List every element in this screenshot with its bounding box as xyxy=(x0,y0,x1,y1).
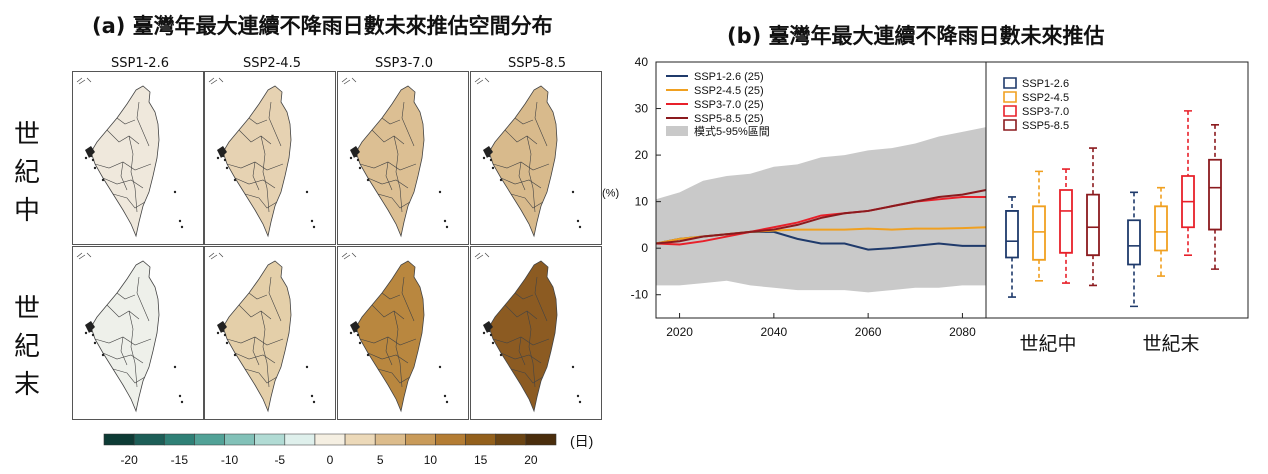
legend-label: SSP3-7.0 (25) xyxy=(694,99,764,111)
box-whisker xyxy=(1086,147,1100,287)
row-label-mid-century: 世紀中 xyxy=(12,116,42,230)
box-whisker xyxy=(1208,124,1222,270)
row-label-char: 末 xyxy=(13,370,40,400)
row-label-char: 中 xyxy=(13,196,40,226)
box-whisker xyxy=(1032,170,1046,282)
x-tick-label: 2080 xyxy=(949,325,976,339)
colorbar-segment xyxy=(525,433,557,446)
taiwan-map xyxy=(337,246,469,420)
taiwan-map xyxy=(72,71,204,245)
column-label-ssp126: SSP1-2.6 xyxy=(111,56,169,71)
colorbar-tick-label: 5 xyxy=(377,453,384,467)
taiwan-map-graphic xyxy=(208,77,316,238)
box-legend-swatch xyxy=(1003,119,1017,131)
taiwan-map-graphic xyxy=(341,252,449,413)
colorbar-tick-label: 10 xyxy=(424,453,438,467)
colorbar-tick-label: 15 xyxy=(474,453,488,467)
x-tick-label: 2040 xyxy=(761,325,788,339)
column-label-ssp585: SSP5-8.5 xyxy=(508,56,566,71)
colorbar-tick-label: 20 xyxy=(524,453,538,467)
box-whisker xyxy=(1154,186,1168,277)
colorbar-segment xyxy=(133,433,165,446)
box-legend-label: SSP5-8.5 xyxy=(1022,120,1069,132)
taiwan-map xyxy=(470,71,602,245)
category-label: 世紀末 xyxy=(1142,333,1199,355)
row-label-char: 世 xyxy=(13,294,40,324)
legend-label: SSP1-2.6 (25) xyxy=(694,71,764,83)
colorbar-tick-label: -20 xyxy=(120,453,138,467)
box-chart: SSP1-2.6 SSP2-4.5 SSP3-7.0 SSP5-8.5 世紀中 世紀末 xyxy=(986,61,1249,355)
colorbar-tick-label: -5 xyxy=(274,453,285,467)
row-label-char: 紀 xyxy=(13,158,40,188)
taiwan-map xyxy=(204,246,336,420)
panel-a: SSP1-2.6 SSP2-4.5 SSP3-7.0 SSP5-8.5 世紀中 … xyxy=(0,0,620,474)
taiwan-map xyxy=(337,71,469,245)
colorbar-tick-label: -15 xyxy=(171,453,189,467)
box-legend-label: SSP2-4.5 xyxy=(1022,92,1069,104)
legend-label: SSP5-8.5 (25) xyxy=(694,113,764,125)
box-whisker xyxy=(1181,110,1195,256)
taiwan-map-graphic xyxy=(341,77,449,238)
colorbar-segment xyxy=(405,433,436,446)
colorbar-segment xyxy=(224,433,255,446)
colorbar-segment xyxy=(435,433,466,446)
colorbar-unit: (日) xyxy=(570,433,593,449)
column-label-ssp370: SSP3-7.0 xyxy=(375,56,433,71)
colorbar-segment xyxy=(344,433,376,446)
category-label: 世紀中 xyxy=(1019,333,1076,355)
column-label-ssp245: SSP2-4.5 xyxy=(243,56,301,71)
taiwan-map-graphic xyxy=(76,77,184,238)
box-legend-label: SSP3-7.0 xyxy=(1022,106,1069,118)
colorbar-tick-label: -10 xyxy=(221,453,239,467)
taiwan-map-graphic xyxy=(208,252,316,413)
taiwan-map xyxy=(72,246,204,420)
colorbar: -20 -15 -10 -5 0 5 10 15 20 (日) xyxy=(103,433,593,467)
y-axis-label: (%) xyxy=(602,187,619,199)
series-line xyxy=(655,195,986,246)
box-legend-label: SSP1-2.6 xyxy=(1022,78,1069,90)
colorbar-segment xyxy=(314,433,346,446)
box-plot-frame xyxy=(986,61,1249,319)
box-legend-swatch xyxy=(1003,77,1017,89)
colorbar-tick-label: 0 xyxy=(327,453,334,467)
taiwan-map-graphic xyxy=(76,252,184,413)
colorbar-segment xyxy=(194,433,225,446)
band-5-95 xyxy=(656,127,986,293)
legend-label-band: 模式5-95%區間 xyxy=(694,125,770,138)
colorbar-segment xyxy=(254,433,286,446)
box-legend-swatch xyxy=(1003,105,1017,117)
taiwan-map-graphic xyxy=(474,252,582,413)
box-legend-swatch xyxy=(1003,91,1017,103)
taiwan-map xyxy=(204,71,336,245)
colorbar-segment xyxy=(495,433,527,446)
x-tick-label: 2020 xyxy=(666,325,693,339)
y-tick-label: 20 xyxy=(635,148,649,162)
row-label-char: 紀 xyxy=(13,332,40,362)
taiwan-map-graphic xyxy=(474,77,582,238)
y-tick-label: 40 xyxy=(635,55,649,69)
colorbar-segment xyxy=(163,433,195,446)
y-tick-label: 10 xyxy=(635,195,649,209)
box-whisker xyxy=(1059,168,1073,284)
taiwan-map xyxy=(470,246,602,420)
legend-label: SSP2-4.5 (25) xyxy=(694,85,764,97)
panel-b-title: (b) 臺灣年最大連續不降雨日數未來推估 xyxy=(727,24,1105,48)
row-label-char: 世 xyxy=(13,120,40,150)
colorbar-segment xyxy=(465,433,497,446)
x-tick-label: 2060 xyxy=(855,325,882,339)
y-tick-label: 0 xyxy=(641,241,648,255)
colorbar-segment xyxy=(374,433,406,446)
box-whisker xyxy=(1005,196,1019,298)
line-chart: -10 0 10 20 30 40 2020 2040 2060 2080 (%) SSP1-2.6 … xyxy=(602,55,987,339)
colorbar-segment xyxy=(103,433,135,446)
panel-a-title: (a) 臺灣年最大連續不降雨日數未來推估空間分布 xyxy=(92,14,553,38)
legend-swatch-band xyxy=(666,126,688,136)
series-line xyxy=(655,189,987,245)
box-whisker xyxy=(1127,191,1141,308)
row-label-end-century: 世紀末 xyxy=(12,290,42,404)
y-tick-label: 30 xyxy=(635,102,649,116)
y-tick-label: -10 xyxy=(631,288,649,302)
colorbar-segment xyxy=(284,433,316,446)
